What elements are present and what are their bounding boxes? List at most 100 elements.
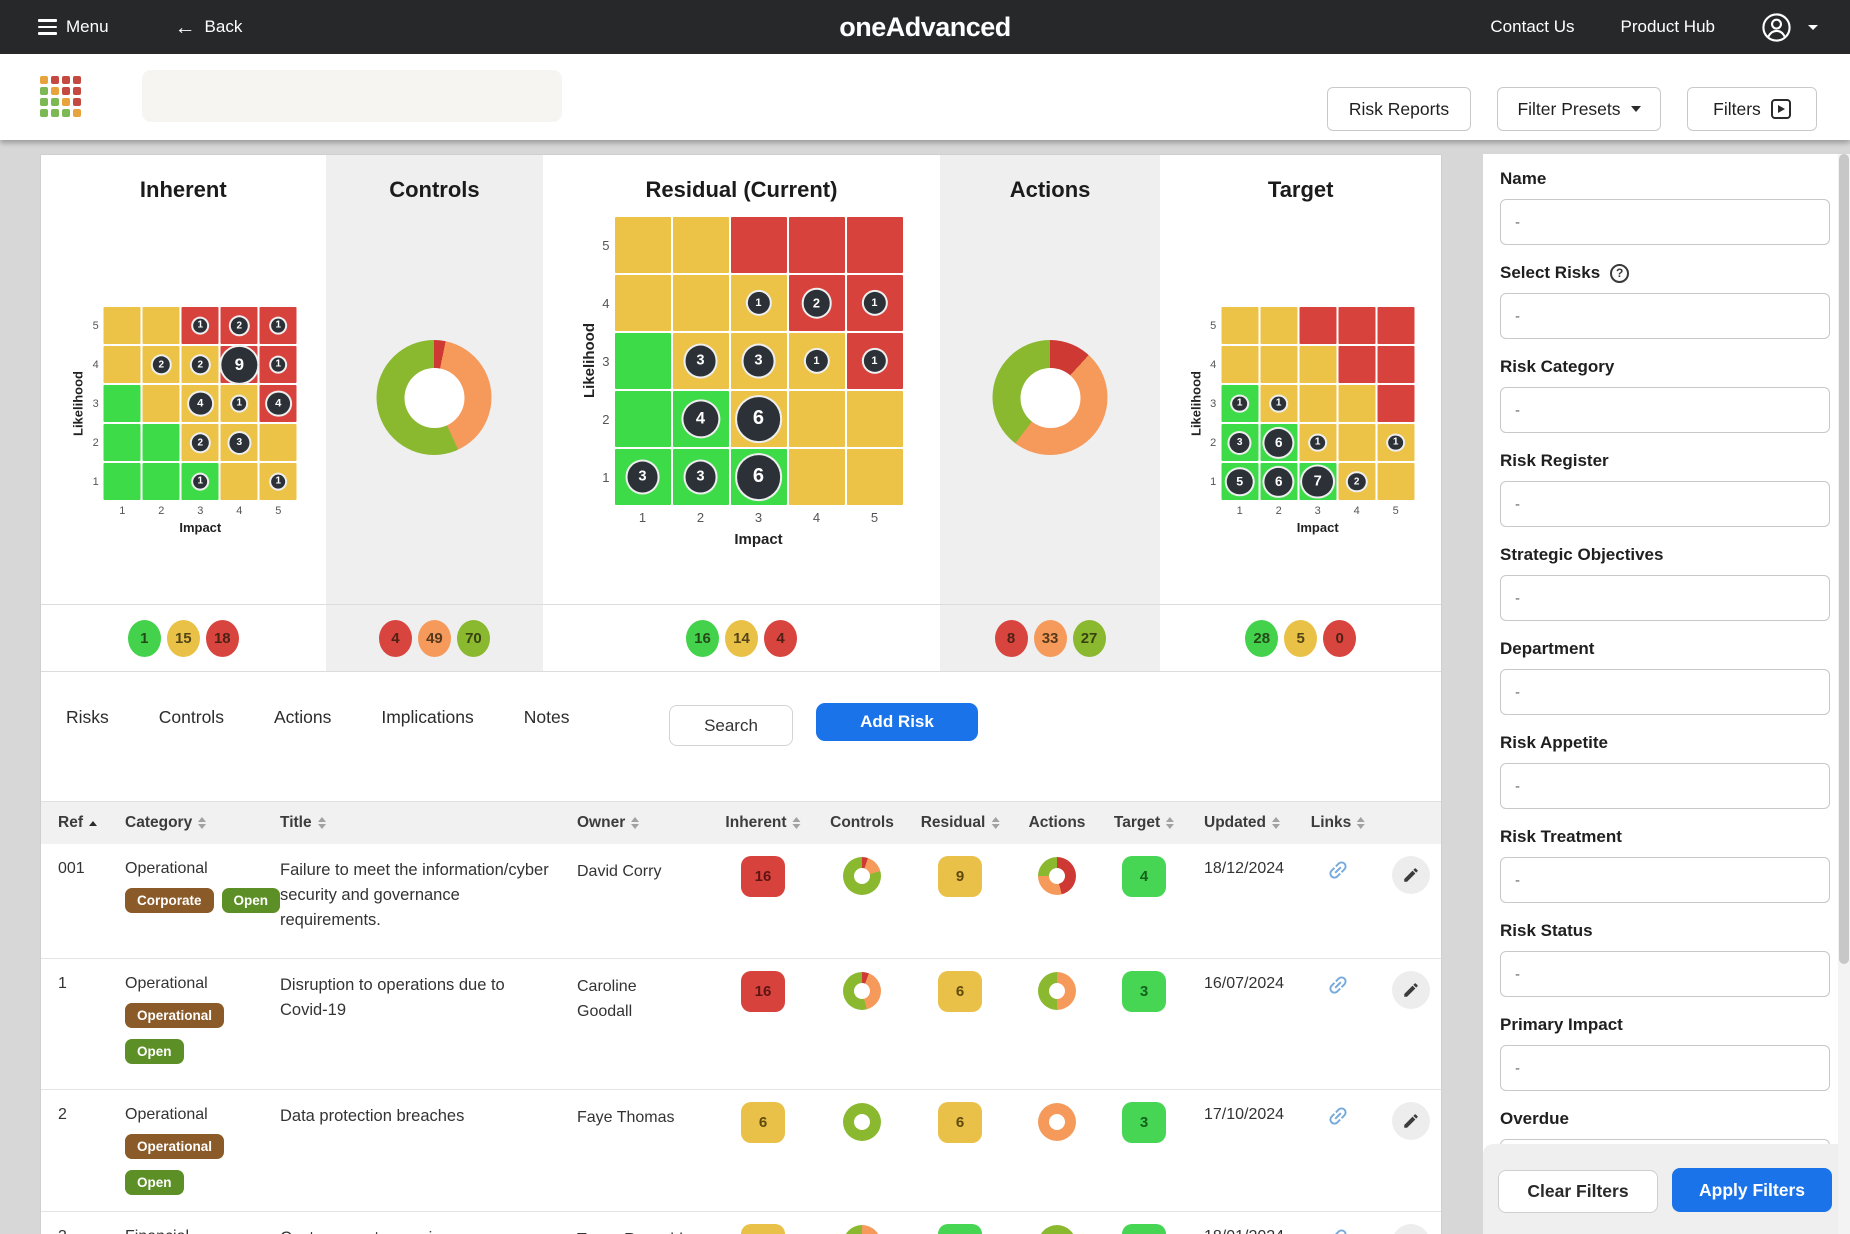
target-bubble-l3-i2[interactable]: 1 bbox=[1269, 394, 1289, 413]
inherent-bubble-l5-i3[interactable]: 1 bbox=[190, 316, 210, 335]
residual-bubble-l4-i5[interactable]: 1 bbox=[861, 289, 888, 317]
target-bubble-l1-i4[interactable]: 2 bbox=[1346, 470, 1368, 493]
row-links-icon[interactable] bbox=[1326, 1226, 1350, 1234]
tab-actions[interactable]: Actions bbox=[273, 707, 332, 727]
tab-risks[interactable]: Risks bbox=[66, 707, 109, 727]
filters-button[interactable]: Filters bbox=[1687, 87, 1817, 131]
filter-input-risk-register[interactable]: - bbox=[1500, 481, 1830, 527]
filter-input-risk-treatment[interactable]: - bbox=[1500, 857, 1830, 903]
inherent-bubble-l3-i3[interactable]: 4 bbox=[186, 390, 214, 417]
column-header-target[interactable]: Target bbox=[1114, 802, 1175, 844]
target-bubble-l2-i1[interactable]: 3 bbox=[1227, 430, 1252, 455]
inherent-bubble-l4-i4[interactable]: 9 bbox=[219, 344, 260, 385]
target-bubble-l1-i3[interactable]: 7 bbox=[1300, 464, 1336, 499]
account-menu[interactable] bbox=[1761, 12, 1818, 43]
table-row-1[interactable]: 1 Operational Operational Open Disruption to… bbox=[41, 959, 1441, 1090]
row-edit-button[interactable] bbox=[1392, 971, 1430, 1009]
inherent-bubble-l3-i4[interactable]: 1 bbox=[229, 394, 249, 413]
inherent-bubble-l5-i5[interactable]: 1 bbox=[268, 316, 288, 335]
search-button[interactable]: Search bbox=[669, 705, 793, 746]
table-row-2[interactable]: 2 Operational Operational Open Data protecti… bbox=[41, 1090, 1441, 1212]
column-header-residual[interactable]: Residual bbox=[921, 802, 1000, 844]
apply-filters-button[interactable]: Apply Filters bbox=[1672, 1168, 1832, 1212]
column-header-controls[interactable]: Controls bbox=[830, 814, 894, 831]
add-risk-button[interactable]: Add Risk bbox=[816, 703, 978, 741]
target-bubble-l1-i2[interactable]: 6 bbox=[1262, 465, 1295, 498]
filter-input-risk-status[interactable]: - bbox=[1500, 951, 1830, 997]
row-links-icon[interactable] bbox=[1326, 973, 1350, 1002]
row-edit-button[interactable] bbox=[1392, 856, 1430, 894]
table-row-001[interactable]: 001 Operational Corporate Open Failure to me… bbox=[41, 844, 1441, 959]
clear-filters-button[interactable]: Clear Filters bbox=[1498, 1170, 1658, 1213]
tab-controls[interactable]: Controls bbox=[158, 707, 224, 727]
target-bubble-l2-i5[interactable]: 1 bbox=[1386, 433, 1406, 452]
inherent-bubble-l2-i4[interactable]: 3 bbox=[227, 430, 252, 455]
inherent-bubble-l4-i5[interactable]: 1 bbox=[268, 355, 288, 374]
filter-presets-button[interactable]: Filter Presets bbox=[1497, 87, 1661, 131]
filter-input-name[interactable]: - bbox=[1500, 199, 1830, 245]
inherent-bubble-l5-i4[interactable]: 2 bbox=[228, 314, 250, 337]
row-edit-button[interactable] bbox=[1392, 1224, 1430, 1234]
row-links-icon[interactable] bbox=[1326, 1104, 1350, 1133]
launcher-dot bbox=[73, 76, 81, 84]
inherent-bubble-l1-i5[interactable]: 1 bbox=[268, 472, 288, 491]
column-header-updated[interactable]: Updated bbox=[1204, 802, 1280, 844]
inherent-bubble-l2-i3[interactable]: 2 bbox=[189, 431, 211, 454]
residual-bubble-l3-i4[interactable]: 1 bbox=[803, 347, 830, 375]
residual-bubble-l2-i2[interactable]: 4 bbox=[680, 399, 721, 439]
cell-actions-donut bbox=[1038, 857, 1076, 895]
product-hub-link[interactable]: Product Hub bbox=[1620, 17, 1716, 36]
residual-cell-l1-i1: 3 bbox=[614, 449, 671, 505]
row-links-icon[interactable] bbox=[1326, 858, 1350, 887]
column-header-actions[interactable]: Actions bbox=[1028, 814, 1086, 831]
residual-bubble-l3-i5[interactable]: 1 bbox=[861, 347, 888, 375]
residual-bubble-l2-i3[interactable]: 6 bbox=[734, 395, 783, 443]
column-header-inherent[interactable]: Inherent bbox=[725, 802, 801, 844]
target-cell-l4-i1 bbox=[1221, 346, 1259, 383]
target-bubble-l3-i1[interactable]: 1 bbox=[1230, 394, 1250, 413]
row-edit-button[interactable] bbox=[1392, 1102, 1430, 1140]
tab-implications[interactable]: Implications bbox=[381, 707, 474, 727]
help-icon[interactable]: ? bbox=[1610, 263, 1630, 283]
filter-input-strategic-objectives[interactable]: - bbox=[1500, 575, 1830, 621]
back-button[interactable]: ← Back bbox=[175, 17, 243, 38]
inherent-bubble-l3-i5[interactable]: 4 bbox=[264, 390, 292, 417]
inherent-bubble-l1-i3[interactable]: 1 bbox=[190, 472, 210, 491]
residual-bubble-l4-i4[interactable]: 2 bbox=[801, 287, 832, 319]
controls-count-badges: 4 49 70 bbox=[325, 605, 544, 671]
residual-bubble-l1-i3[interactable]: 6 bbox=[734, 453, 783, 501]
scrollbar-thumb[interactable] bbox=[1839, 154, 1849, 964]
filter-input-risk-category[interactable]: - bbox=[1500, 387, 1830, 433]
column-header-owner[interactable]: Owner bbox=[577, 802, 640, 844]
menu-button[interactable]: Menu bbox=[38, 17, 109, 37]
risk-reports-button[interactable]: Risk Reports bbox=[1327, 87, 1471, 131]
residual-bubble-l3-i2[interactable]: 3 bbox=[683, 343, 718, 379]
inherent-bubble-l4-i2[interactable]: 2 bbox=[150, 353, 172, 376]
filter-input-primary-impact[interactable]: - bbox=[1500, 1045, 1830, 1091]
column-header-ref[interactable]: Ref bbox=[58, 802, 97, 844]
tab-notes[interactable]: Notes bbox=[523, 707, 570, 727]
app-launcher-grid-icon[interactable] bbox=[40, 76, 81, 117]
residual-bubble-l3-i3[interactable]: 3 bbox=[741, 343, 776, 379]
contact-us-link[interactable]: Contact Us bbox=[1490, 17, 1575, 36]
inherent-bubble-l4-i3[interactable]: 2 bbox=[189, 353, 211, 376]
filter-input-risk-appetite[interactable]: - bbox=[1500, 763, 1830, 809]
inherent-badge-red: 18 bbox=[205, 619, 239, 657]
residual-bubble-l1-i2[interactable]: 3 bbox=[683, 459, 718, 495]
sort-icon bbox=[792, 817, 801, 829]
target-bubble-l1-i1[interactable]: 5 bbox=[1224, 466, 1255, 497]
table-row-3[interactable]: 3 Financial Customer not renewing Tanya Rey… bbox=[41, 1212, 1441, 1234]
target-bubble-l2-i2[interactable]: 6 bbox=[1262, 426, 1295, 459]
column-header-links[interactable]: Links bbox=[1311, 802, 1366, 844]
controls-donut-chart[interactable] bbox=[376, 340, 492, 455]
actions-donut-chart[interactable] bbox=[992, 340, 1108, 455]
sort-icon bbox=[317, 817, 326, 829]
residual-bubble-l4-i3[interactable]: 1 bbox=[745, 289, 772, 317]
column-header-category[interactable]: Category bbox=[125, 802, 207, 844]
filter-input-department[interactable]: - bbox=[1500, 669, 1830, 715]
residual-bubble-l1-i1[interactable]: 3 bbox=[625, 459, 660, 495]
cell-updated: 17/10/2024 bbox=[1204, 1106, 1285, 1123]
target-bubble-l2-i3[interactable]: 1 bbox=[1308, 433, 1328, 452]
column-header-title[interactable]: Title bbox=[280, 802, 326, 844]
filter-input-select-risks[interactable]: - bbox=[1500, 293, 1830, 339]
